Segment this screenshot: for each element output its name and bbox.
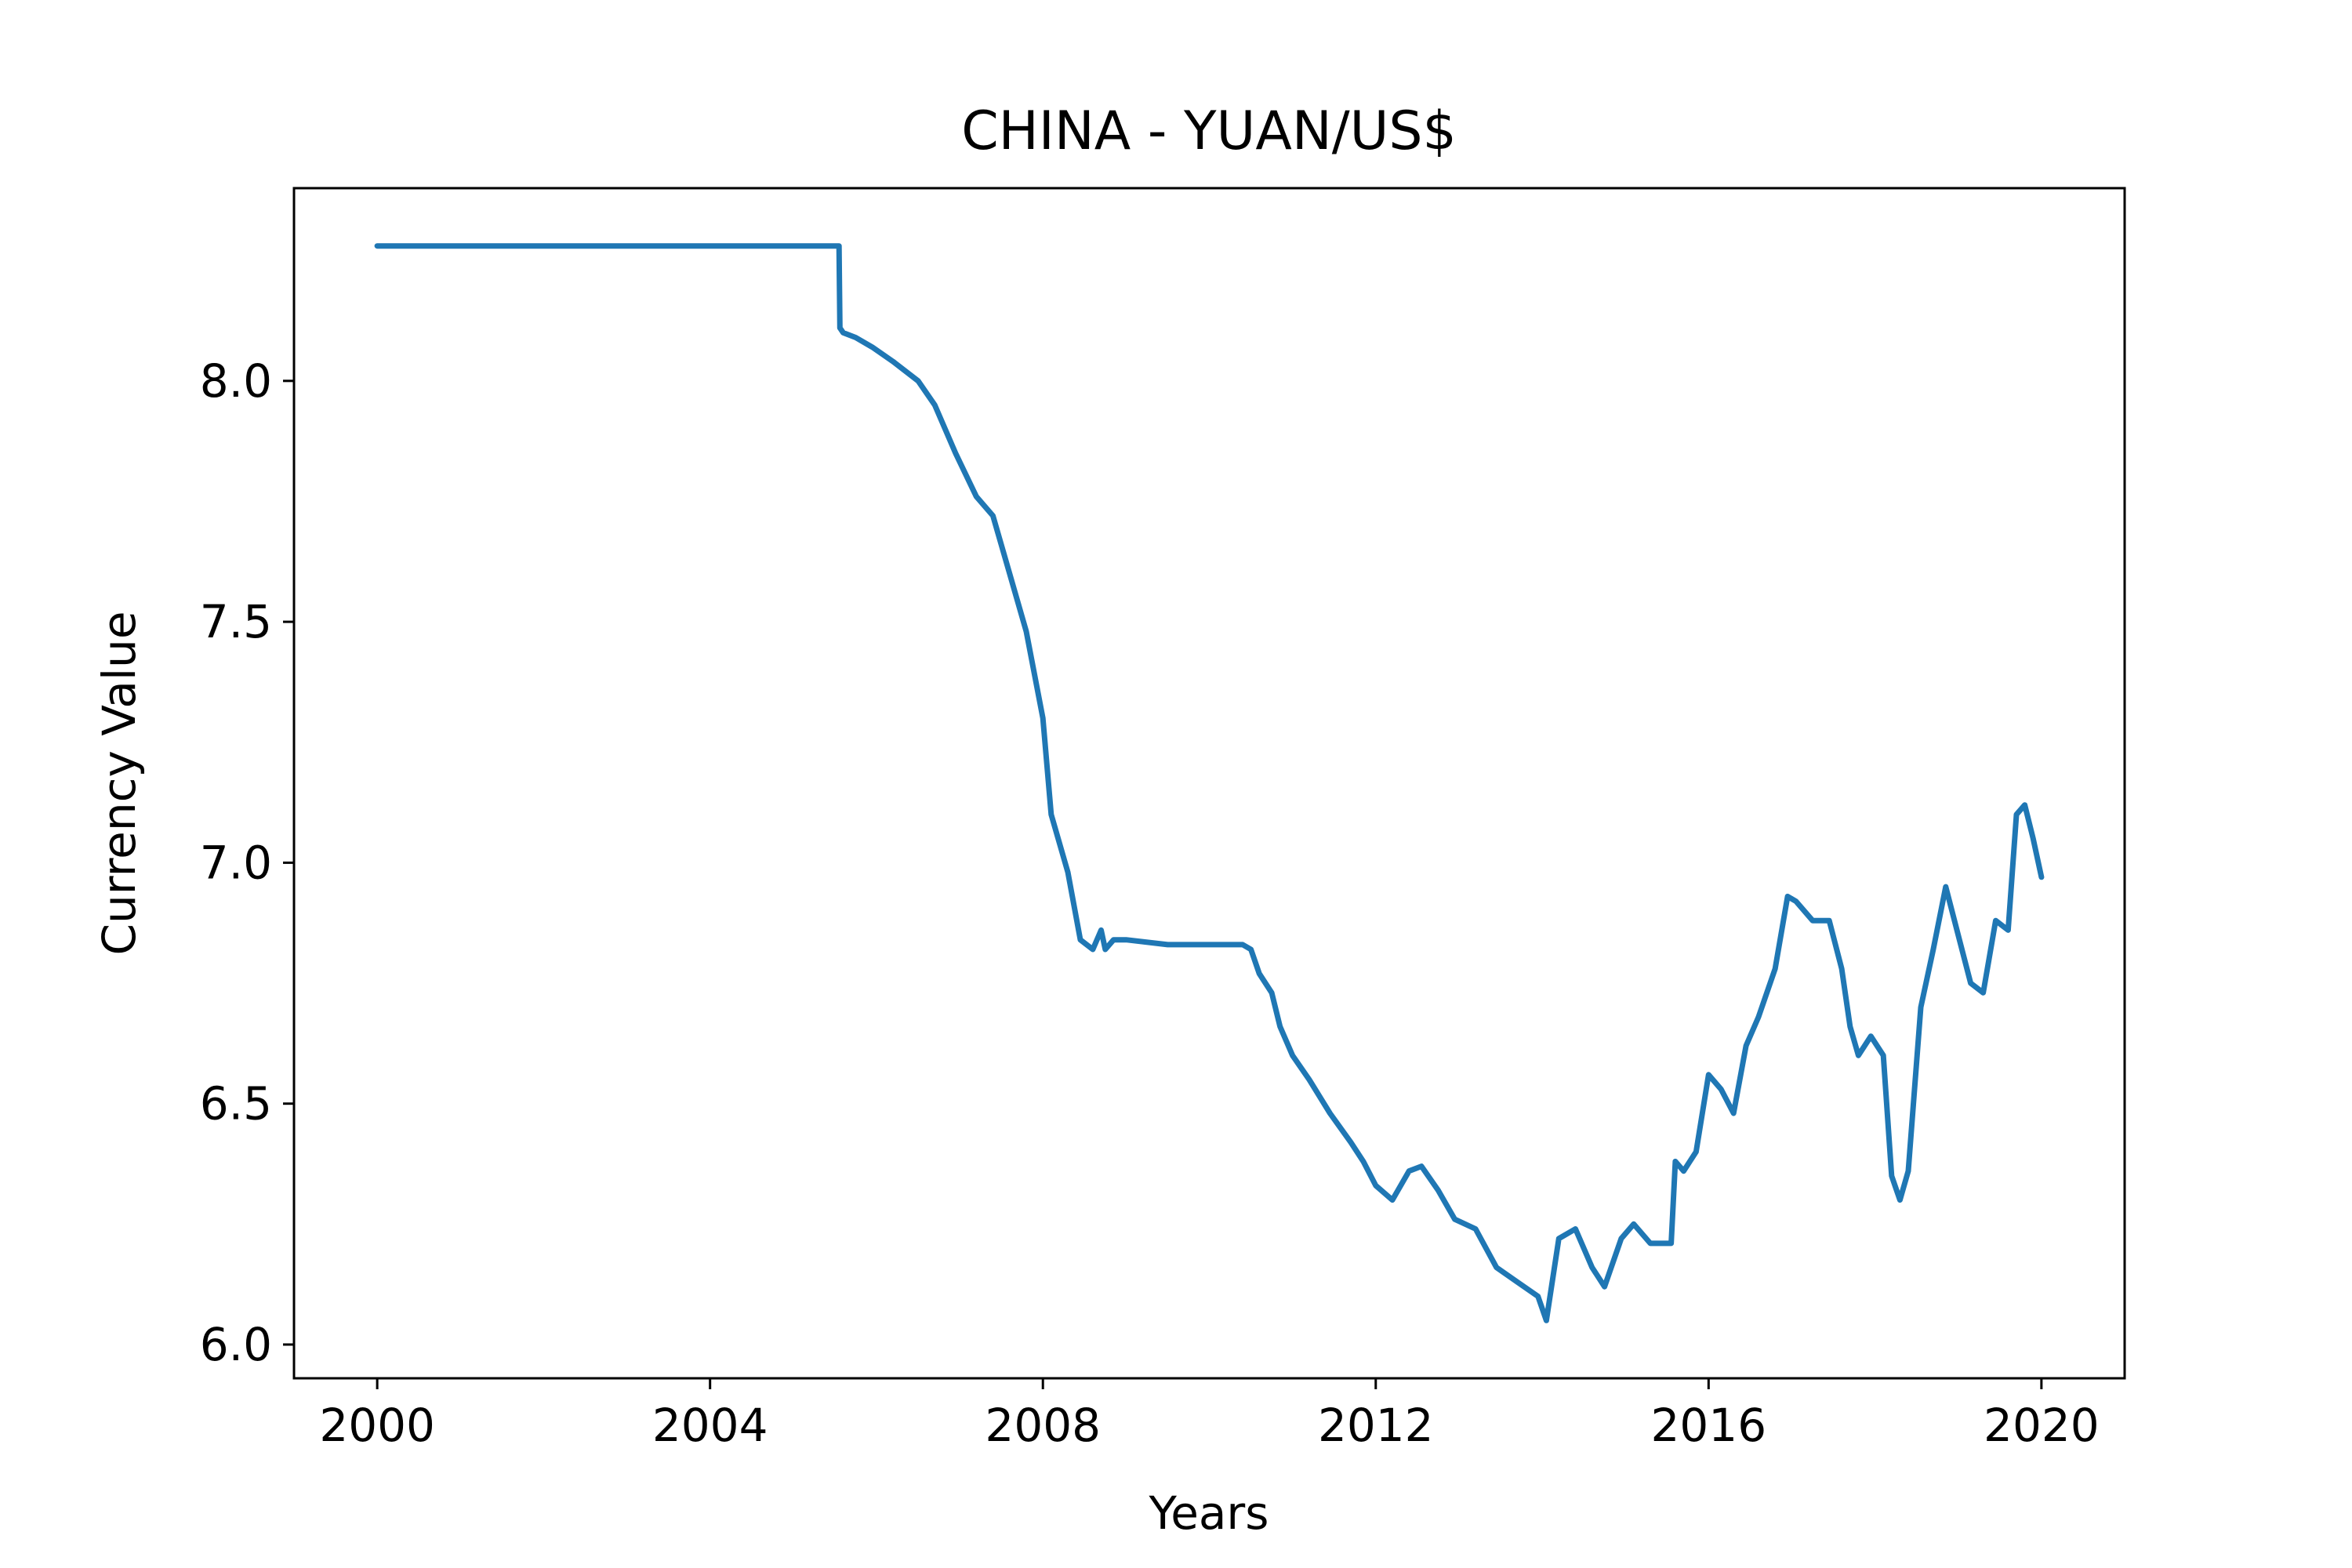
- x-axis: 2000 2004 2008 2012 2016 2020: [319, 1378, 2100, 1452]
- y-tick-label: 6.0: [200, 1318, 272, 1371]
- y-tick-label: 8.0: [200, 354, 272, 408]
- series-line: [374, 243, 2045, 1323]
- y-axis: 6.0 6.5 7.0 7.5 8.0: [200, 354, 294, 1371]
- x-tick-label: 2020: [1984, 1399, 2100, 1452]
- chart-title: CHINA - YUAN/US$: [961, 100, 1457, 162]
- x-tick-label: 2000: [319, 1399, 435, 1452]
- x-tick-label: 2012: [1318, 1399, 1434, 1452]
- y-tick-label: 7.0: [200, 836, 272, 889]
- x-axis-label: Years: [1148, 1486, 1269, 1540]
- y-tick-label: 6.5: [200, 1077, 272, 1131]
- y-tick-label: 7.5: [200, 595, 272, 648]
- x-tick-label: 2016: [1651, 1399, 1767, 1452]
- plot-area: [292, 187, 2126, 1380]
- x-tick-label: 2004: [652, 1399, 768, 1452]
- y-axis-label: Currency Value: [93, 611, 146, 955]
- x-tick-label: 2008: [985, 1399, 1101, 1452]
- series-layer: [374, 243, 2045, 1323]
